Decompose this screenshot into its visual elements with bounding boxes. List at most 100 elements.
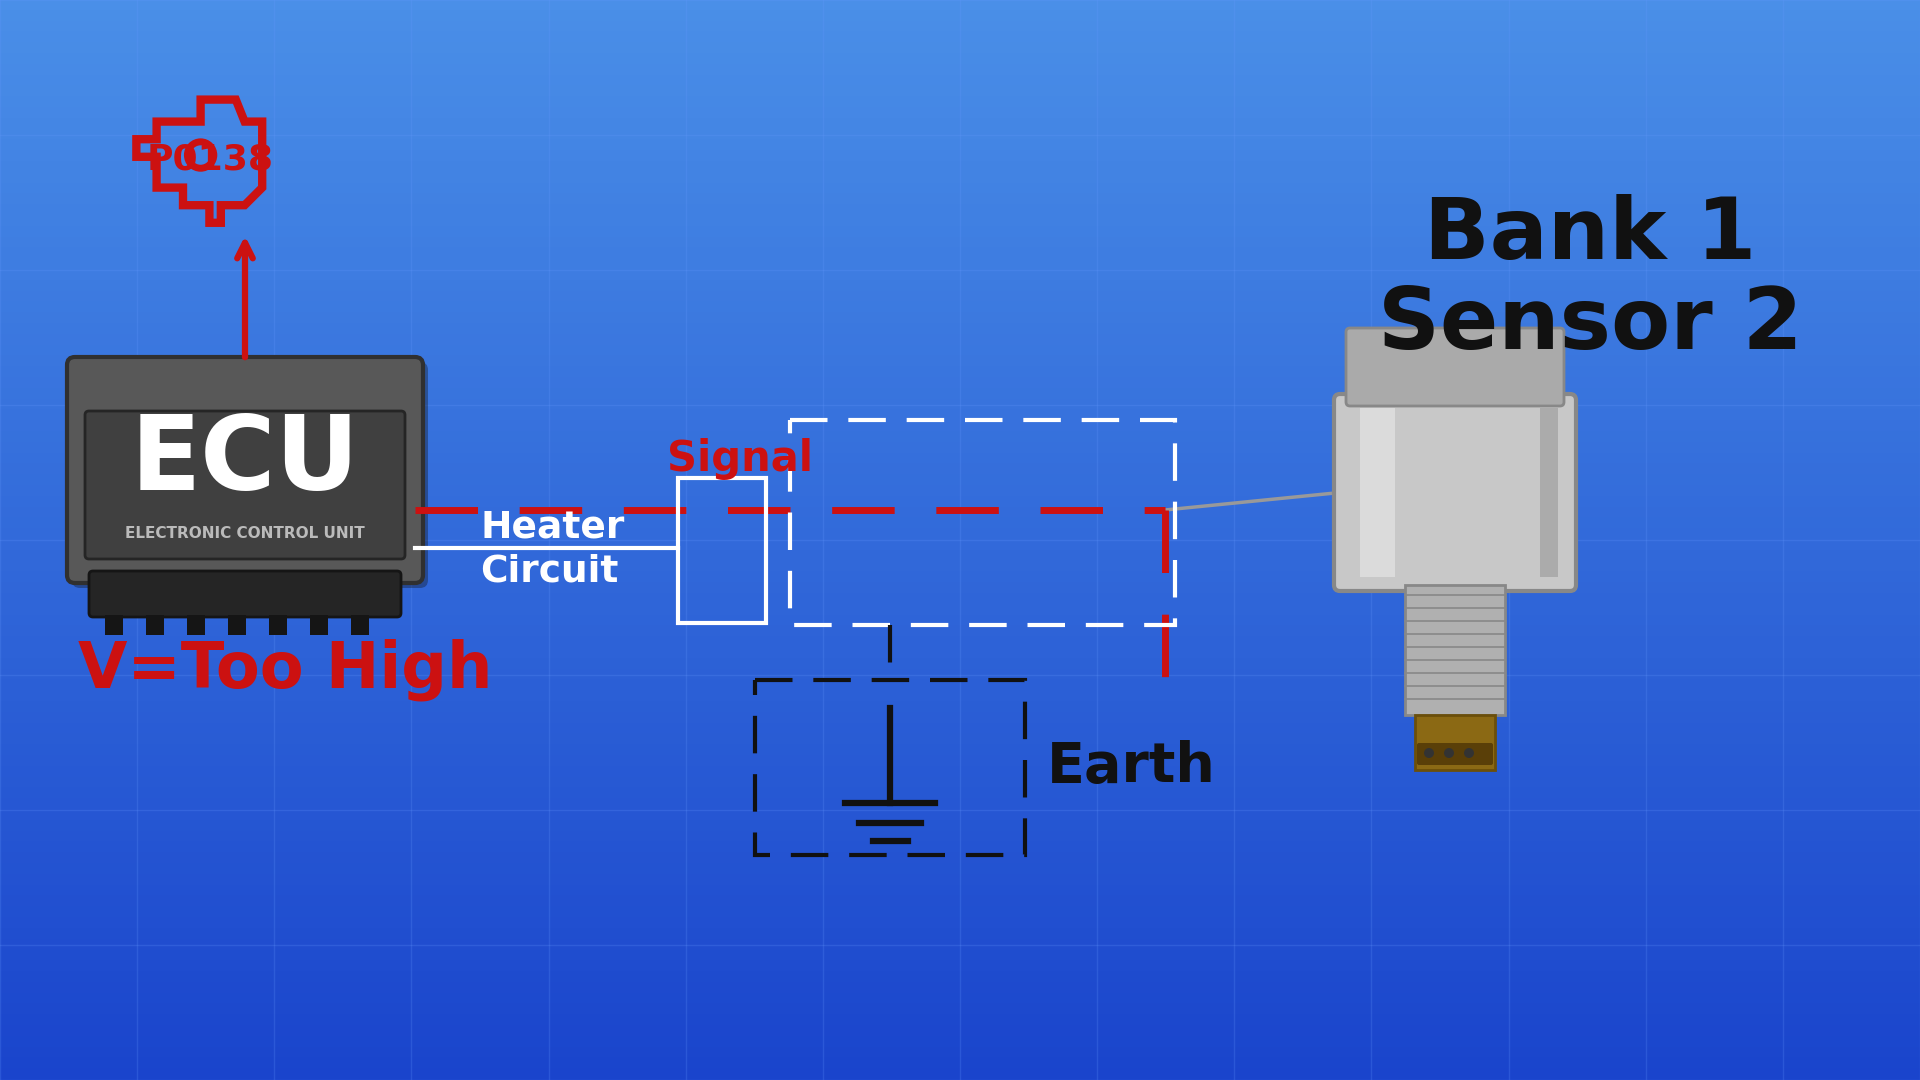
Bar — [0, 1026, 1920, 1037]
Bar — [0, 270, 1920, 281]
Bar — [0, 43, 1920, 54]
Bar — [0, 22, 1920, 32]
Bar — [0, 454, 1920, 464]
Bar — [1540, 408, 1557, 577]
Bar — [269, 615, 286, 635]
Text: Signal: Signal — [666, 438, 812, 480]
Bar — [0, 216, 1920, 227]
Bar — [0, 367, 1920, 378]
Bar — [0, 983, 1920, 994]
Bar — [186, 615, 205, 635]
Text: Sensor 2: Sensor 2 — [1379, 283, 1803, 366]
FancyBboxPatch shape — [1346, 328, 1565, 406]
Bar — [0, 292, 1920, 302]
Bar — [0, 65, 1920, 76]
Bar — [0, 918, 1920, 929]
Text: Earth: Earth — [1046, 741, 1215, 795]
Bar — [0, 767, 1920, 778]
Bar — [0, 940, 1920, 950]
Bar — [0, 205, 1920, 216]
Bar — [0, 562, 1920, 572]
Bar — [0, 778, 1920, 788]
Bar — [0, 756, 1920, 767]
Bar — [0, 356, 1920, 367]
Bar — [755, 680, 1025, 855]
Bar — [0, 788, 1920, 799]
Bar — [0, 443, 1920, 454]
Bar — [0, 810, 1920, 821]
Bar — [789, 420, 1175, 625]
Bar — [0, 1037, 1920, 1048]
Circle shape — [1425, 748, 1434, 758]
Bar — [0, 648, 1920, 659]
Text: V=Too High: V=Too High — [79, 638, 493, 701]
Circle shape — [1463, 748, 1475, 758]
Bar — [1359, 408, 1396, 577]
Bar — [0, 529, 1920, 540]
Bar — [0, 486, 1920, 497]
Bar — [0, 140, 1920, 151]
Bar — [0, 389, 1920, 400]
Text: Heater: Heater — [480, 510, 624, 546]
Bar — [0, 464, 1920, 475]
Bar — [0, 929, 1920, 940]
FancyBboxPatch shape — [67, 357, 422, 583]
Bar — [0, 691, 1920, 702]
Bar — [0, 1004, 1920, 1015]
Bar — [106, 615, 123, 635]
Bar — [0, 745, 1920, 756]
Bar — [0, 1058, 1920, 1069]
Bar — [0, 335, 1920, 346]
Bar — [0, 875, 1920, 886]
Bar — [309, 615, 328, 635]
Bar — [678, 478, 766, 623]
Bar — [0, 173, 1920, 184]
Bar — [0, 616, 1920, 626]
Bar — [0, 346, 1920, 356]
Bar — [1405, 585, 1505, 715]
Text: Circuit: Circuit — [480, 554, 618, 590]
Bar — [0, 637, 1920, 648]
Bar — [0, 832, 1920, 842]
Bar — [0, 508, 1920, 518]
Bar — [0, 583, 1920, 594]
Bar — [0, 886, 1920, 896]
Bar — [0, 842, 1920, 853]
Circle shape — [1444, 748, 1453, 758]
Bar — [0, 540, 1920, 551]
Bar — [0, 0, 1920, 11]
Text: Bank 1: Bank 1 — [1425, 193, 1757, 276]
Text: ELECTRONIC CONTROL UNIT: ELECTRONIC CONTROL UNIT — [125, 526, 365, 540]
Bar — [0, 994, 1920, 1004]
Bar — [0, 551, 1920, 562]
Bar — [0, 972, 1920, 983]
Bar — [0, 853, 1920, 864]
Text: P0138: P0138 — [146, 143, 273, 177]
FancyBboxPatch shape — [73, 362, 428, 588]
Bar — [0, 302, 1920, 313]
Bar — [0, 680, 1920, 691]
Bar — [0, 227, 1920, 238]
Bar — [0, 702, 1920, 713]
Bar — [0, 1069, 1920, 1080]
Bar — [0, 259, 1920, 270]
Bar — [0, 1048, 1920, 1058]
Bar — [0, 11, 1920, 22]
Bar — [0, 281, 1920, 292]
Bar — [0, 670, 1920, 680]
Bar — [0, 864, 1920, 875]
Bar — [0, 713, 1920, 724]
Bar — [0, 421, 1920, 432]
Bar — [0, 626, 1920, 637]
Bar — [0, 659, 1920, 670]
Bar — [0, 54, 1920, 65]
Bar — [0, 86, 1920, 97]
FancyBboxPatch shape — [1334, 394, 1576, 591]
Bar — [0, 108, 1920, 119]
Bar — [0, 734, 1920, 745]
Bar — [0, 950, 1920, 961]
Bar — [0, 151, 1920, 162]
Bar — [1415, 715, 1496, 770]
Bar — [0, 378, 1920, 389]
Bar — [0, 724, 1920, 734]
